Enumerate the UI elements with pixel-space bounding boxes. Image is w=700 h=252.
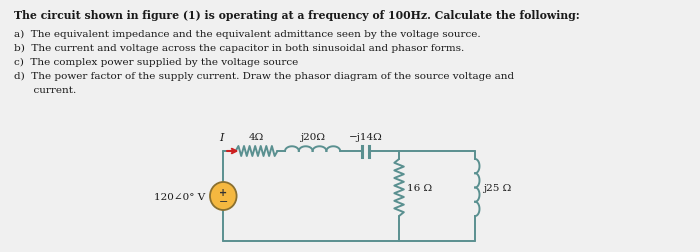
Text: +: + [219,187,228,197]
Text: j25 Ω: j25 Ω [483,183,511,192]
Text: −: − [218,197,228,207]
Text: I: I [219,133,223,142]
Text: −j14Ω: −j14Ω [349,133,383,141]
Text: b)  The current and voltage across the capacitor in both sinusoidal and phasor f: b) The current and voltage across the ca… [14,44,465,53]
Text: d)  The power factor of the supply current. Draw the phasor diagram of the sourc: d) The power factor of the supply curren… [14,72,514,81]
Text: 4Ω: 4Ω [249,133,264,141]
Text: 16 Ω: 16 Ω [407,183,432,192]
Circle shape [210,182,237,210]
Text: current.: current. [14,86,76,94]
Text: j20Ω: j20Ω [300,133,325,141]
Text: 120∠0° V: 120∠0° V [154,192,205,201]
Text: a)  The equivalent impedance and the equivalent admittance seen by the voltage s: a) The equivalent impedance and the equi… [14,30,481,39]
Text: The circuit shown in figure (1) is operating at a frequency of 100Hz. Calculate : The circuit shown in figure (1) is opera… [14,10,580,21]
Text: c)  The complex power supplied by the voltage source: c) The complex power supplied by the vol… [14,58,298,67]
